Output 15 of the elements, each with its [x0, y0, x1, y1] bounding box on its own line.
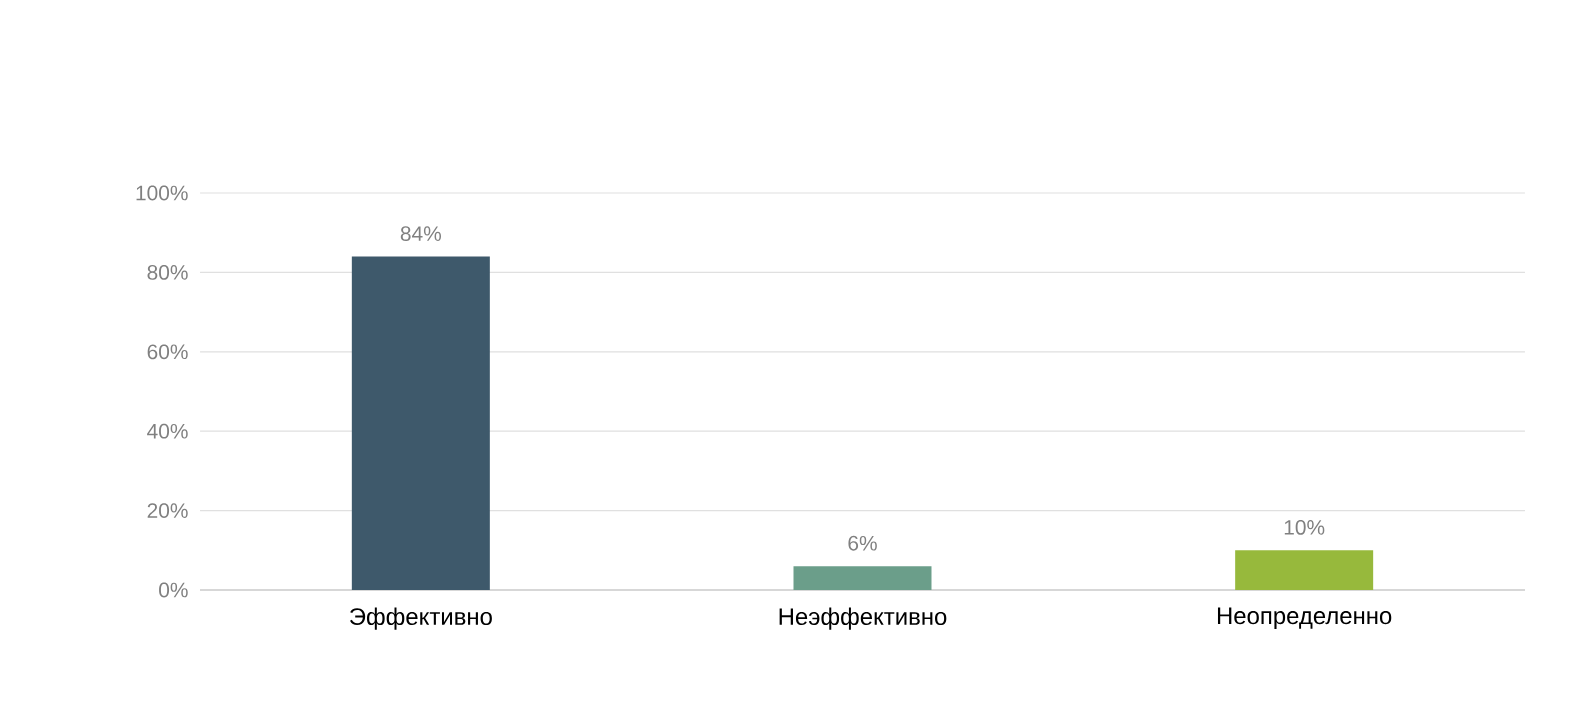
data-label: 10%	[1284, 519, 1325, 535]
data-label: 84%	[400, 226, 442, 241]
bar	[793, 566, 932, 590]
x-tick-label: Неэффективно	[779, 607, 947, 630]
y-tick-label: 0%	[159, 582, 188, 598]
y-tick-label: 20%	[147, 503, 188, 518]
y-tick-label: 80%	[147, 264, 188, 280]
y-tick-label: 100%	[136, 185, 188, 201]
data-label: 6%	[848, 535, 877, 551]
bar	[1235, 550, 1374, 590]
y-tick-label: 60%	[147, 344, 188, 360]
bar	[351, 256, 490, 590]
y-tick-label: 40%	[147, 423, 188, 439]
x-tick-label: Неопределенно	[1217, 607, 1392, 629]
x-tick-label: Эффективно	[350, 607, 492, 630]
